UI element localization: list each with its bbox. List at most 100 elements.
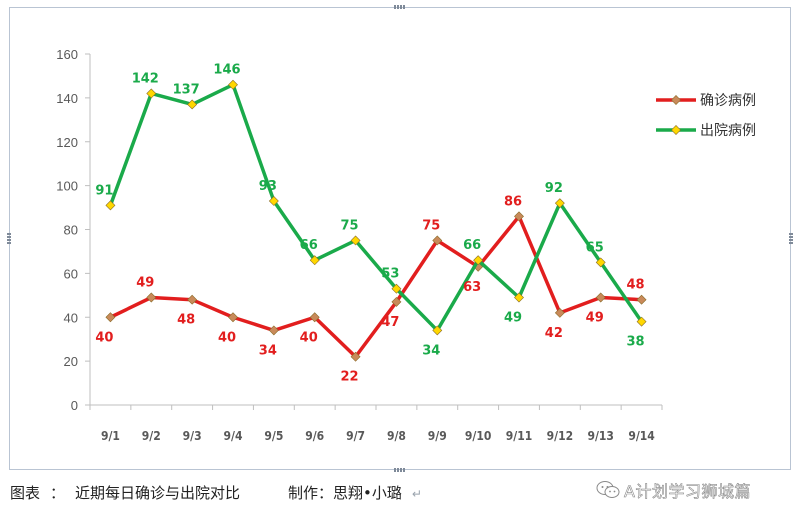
y-tick-label: 20 bbox=[64, 354, 78, 369]
figure-caption: 图表 ： 近期每日确诊与出院对比 制作：思翔•小璐 ↵ bbox=[10, 482, 432, 503]
line-chart: 0 20 40 60 80 100 120 140 160 9/1 9/2 9/3 9/4 9/5 9/6 9… bbox=[56, 47, 756, 443]
data-marker bbox=[554, 307, 565, 318]
axes: 0 20 40 60 80 100 120 140 160 9/1 9/2 9/3 9/4 9/5 9/6 9… bbox=[56, 47, 663, 443]
data-marker bbox=[432, 235, 443, 246]
data-marker bbox=[636, 316, 647, 327]
x-tick-label: 9/3 bbox=[183, 429, 202, 443]
data-label: 53 bbox=[381, 267, 399, 282]
x-tick-label: 9/12 bbox=[547, 429, 573, 443]
x-tick-label: 9/10 bbox=[465, 429, 491, 443]
data-label: 137 bbox=[173, 82, 200, 97]
data-marker bbox=[636, 294, 647, 305]
data-marker bbox=[309, 255, 320, 266]
data-label: 63 bbox=[463, 280, 481, 295]
series-lines bbox=[105, 79, 647, 362]
x-tick-label: 9/11 bbox=[506, 429, 532, 443]
data-label: 66 bbox=[300, 238, 318, 253]
resize-handle-right[interactable] bbox=[789, 233, 793, 245]
data-marker bbox=[554, 198, 565, 209]
data-marker bbox=[187, 99, 198, 110]
watermark-text: A计划学习狮城篇 bbox=[624, 482, 751, 502]
wechat-icon bbox=[596, 481, 620, 498]
data-marker bbox=[105, 200, 116, 211]
data-label: 49 bbox=[136, 276, 154, 291]
data-marker bbox=[228, 312, 238, 323]
x-tick-label: 9/9 bbox=[428, 429, 447, 443]
data-label: 146 bbox=[213, 63, 240, 78]
legend-label: 确诊病例 bbox=[700, 93, 756, 109]
data-label: 65 bbox=[586, 240, 604, 255]
x-tick-label: 9/13 bbox=[587, 429, 613, 443]
x-tick-label: 9/4 bbox=[224, 429, 243, 443]
y-tick-label: 60 bbox=[64, 266, 78, 281]
y-tick-label: 80 bbox=[64, 223, 78, 238]
x-tick-label: 9/5 bbox=[264, 429, 283, 443]
data-marker bbox=[187, 294, 198, 305]
data-label: 49 bbox=[504, 311, 522, 326]
data-label: 40 bbox=[218, 330, 236, 345]
return-mark: ↵ bbox=[411, 487, 422, 501]
data-label: 22 bbox=[341, 370, 359, 385]
data-marker bbox=[595, 292, 606, 303]
data-label: 42 bbox=[545, 326, 563, 341]
data-label: 40 bbox=[95, 330, 113, 345]
data-label: 66 bbox=[463, 238, 481, 253]
data-marker bbox=[391, 296, 402, 307]
data-label: 48 bbox=[177, 313, 195, 328]
legend-label: 出院病例 bbox=[700, 123, 756, 139]
data-label: 38 bbox=[627, 335, 645, 350]
caption-title: 近期每日确诊与出院对比 bbox=[75, 484, 241, 502]
x-tick-label: 9/1 bbox=[101, 429, 120, 443]
data-label: 75 bbox=[341, 218, 359, 233]
resize-handle-top[interactable] bbox=[394, 5, 406, 9]
legend-marker bbox=[671, 125, 681, 135]
caption-separator: ： bbox=[50, 484, 66, 502]
data-label: 40 bbox=[300, 330, 318, 345]
data-label: 48 bbox=[627, 278, 645, 293]
x-tick-label: 9/8 bbox=[387, 429, 406, 443]
data-label: 47 bbox=[381, 315, 399, 330]
caption-credit: 制作：思翔•小璐 bbox=[288, 484, 402, 502]
data-marker bbox=[309, 312, 320, 323]
caption-label: 图表 bbox=[10, 484, 41, 502]
y-tick-label: 40 bbox=[64, 310, 78, 325]
legend-marker bbox=[671, 95, 681, 105]
data-marker bbox=[473, 255, 484, 266]
x-tick-label: 9/14 bbox=[628, 429, 655, 443]
data-label: 86 bbox=[504, 194, 522, 209]
resize-handle-left[interactable] bbox=[7, 233, 11, 245]
data-label: 34 bbox=[422, 343, 440, 358]
data-marker bbox=[595, 257, 606, 268]
y-tick-label: 140 bbox=[56, 91, 78, 106]
data-label: 93 bbox=[259, 179, 277, 194]
series-line-2 bbox=[108, 82, 644, 333]
y-tick-label: 120 bbox=[56, 135, 78, 150]
data-label: 49 bbox=[586, 311, 604, 326]
x-tick-label: 9/7 bbox=[346, 429, 365, 443]
resize-handle-bottom[interactable] bbox=[394, 468, 406, 472]
data-label: 34 bbox=[259, 343, 277, 358]
data-marker bbox=[391, 283, 402, 294]
data-marker bbox=[268, 196, 279, 206]
y-tick-label: 0 bbox=[71, 398, 78, 413]
data-marker bbox=[514, 211, 524, 222]
data-marker bbox=[514, 292, 524, 303]
data-label: 142 bbox=[132, 71, 159, 86]
y-tick-label: 160 bbox=[56, 47, 78, 62]
data-label: 75 bbox=[422, 218, 440, 233]
data-marker bbox=[228, 79, 238, 90]
data-marker bbox=[268, 325, 279, 336]
data-labels: 40 49 48 40 34 40 22 47 75 63 86 42 49 48 91 142 137 146 9… bbox=[95, 63, 644, 385]
watermark: A计划学习狮城篇 bbox=[596, 478, 751, 502]
x-tick-label: 9/6 bbox=[305, 429, 324, 443]
data-marker bbox=[105, 312, 116, 323]
y-tick-label: 100 bbox=[56, 179, 78, 194]
chart-frame bbox=[9, 7, 791, 470]
data-marker bbox=[146, 88, 157, 99]
data-marker bbox=[350, 235, 361, 246]
data-marker bbox=[350, 351, 361, 362]
data-marker bbox=[432, 325, 443, 336]
x-tick-label: 9/2 bbox=[142, 429, 161, 443]
series-line-1 bbox=[109, 214, 642, 359]
